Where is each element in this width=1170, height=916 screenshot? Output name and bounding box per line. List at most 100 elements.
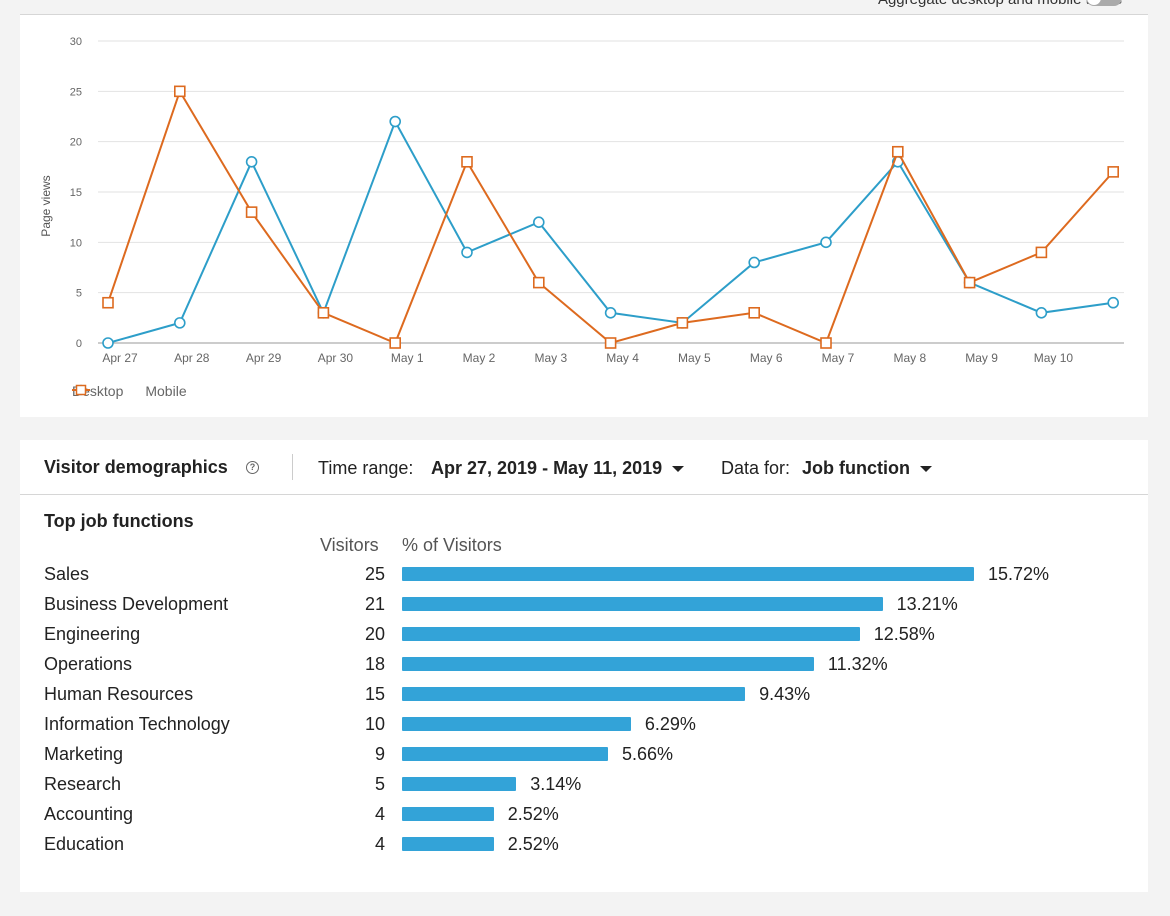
mobile-data-point — [1035, 246, 1048, 259]
desktop-data-point — [1035, 306, 1048, 319]
visitor-count: 4 — [374, 804, 385, 824]
x-tick-label: May 4 — [606, 351, 639, 365]
y-tick-label: 5 — [76, 288, 82, 300]
job-function-name: Human Resources — [44, 684, 194, 704]
x-tick-label: May 2 — [463, 351, 496, 365]
table-row: Information Technology 10 6.29% — [20, 714, 1148, 744]
table-row: Operations 18 11.32% — [20, 654, 1148, 684]
y-tick-label: 0 — [76, 338, 82, 350]
chevron-down-icon — [672, 466, 685, 473]
x-tick-label: May 9 — [965, 351, 998, 365]
top-strip: Aggregate desktop and mobile traffic — [0, 0, 1170, 14]
mobile-legend-marker — [72, 384, 90, 396]
time-range-dropdown[interactable]: Apr 27, 2019 - May 11, 2019 — [431, 458, 685, 479]
visitor-count: 21 — [364, 594, 385, 614]
percent-value: 13.21% — [896, 594, 958, 614]
job-function-name: Operations — [44, 654, 133, 674]
mobile-data-point — [963, 276, 976, 289]
percent-value: 12.58% — [873, 624, 935, 644]
job-function-name: Education — [44, 834, 125, 854]
legend-label-mobile: Mobile — [145, 383, 187, 399]
x-tick-label: May 10 — [1034, 351, 1074, 365]
mobile-data-point — [245, 206, 258, 218]
x-tick-label: Apr 30 — [318, 351, 354, 365]
percent-bar — [402, 717, 631, 731]
page-views-chart-card: 0 5 10 15 20 25 30 Page views Apr 27 Apr 28 Apr 29… — [20, 14, 1148, 417]
y-axis-label: Page views — [39, 175, 53, 236]
job-function-name: Research — [44, 774, 122, 794]
y-tick-label: 10 — [70, 237, 82, 249]
percent-value: 6.29% — [644, 714, 696, 734]
time-range-label: Time range: — [318, 458, 414, 478]
percent-bar — [402, 567, 974, 581]
desktop-data-point — [174, 317, 186, 329]
table-row: Marketing 9 5.66% — [20, 744, 1148, 774]
demographics-header: Visitor demographics ? Time range: Apr 2… — [20, 440, 1148, 495]
visitor-count: 15 — [364, 684, 385, 704]
mobile-series-line — [107, 88, 1114, 345]
visitor-count: 25 — [364, 564, 385, 584]
aggregate-traffic-label: Aggregate desktop and mobile traffic — [878, 0, 1122, 8]
visitor-count: 9 — [374, 744, 385, 764]
percent-bar — [402, 807, 494, 821]
demographics-title: Visitor demographics — [44, 457, 228, 477]
table-row: Research 5 3.14% — [20, 774, 1148, 804]
y-tick-label: 20 — [70, 137, 82, 149]
table-row: Accounting 4 2.52% — [20, 804, 1148, 834]
percent-bar — [402, 747, 608, 761]
percent-value: 2.52% — [507, 804, 559, 824]
percent-bar — [402, 687, 746, 701]
visitor-demographics-card: Visitor demographics ? Time range: Apr 2… — [20, 440, 1148, 892]
job-function-name: Accounting — [44, 804, 134, 824]
percent-bar — [402, 627, 860, 641]
percent-bar — [402, 777, 517, 791]
time-range-value: Apr 27, 2019 - May 11, 2019 — [431, 458, 663, 478]
mobile-data-point — [891, 145, 904, 158]
mobile-data-point — [532, 276, 545, 289]
desktop-data-point — [532, 216, 545, 228]
percent-bar — [402, 837, 494, 851]
mobile-data-point — [174, 85, 186, 98]
table-row: Sales 25 15.72% — [20, 564, 1148, 594]
visitor-count: 18 — [364, 654, 385, 674]
x-tick-label: May 5 — [678, 351, 711, 365]
chart-legend: Desktop Mobile — [72, 383, 187, 399]
x-tick-label: May 8 — [893, 351, 926, 365]
mobile-data-point — [604, 337, 617, 349]
chevron-down-icon — [919, 466, 932, 473]
desktop-data-point — [748, 256, 761, 269]
mobile-data-point — [389, 337, 402, 349]
desktop-data-point — [461, 246, 473, 259]
legend-item-mobile[interactable]: Mobile — [72, 383, 187, 399]
job-function-name: Marketing — [44, 744, 124, 764]
mobile-data-point — [748, 306, 761, 319]
y-tick-label: 15 — [70, 187, 82, 199]
x-tick-label: Apr 29 — [246, 351, 282, 365]
job-function-name: Engineering — [44, 624, 141, 644]
x-tick-label: May 7 — [822, 351, 855, 365]
x-tick-label: May 6 — [750, 351, 783, 365]
x-tick-label: May 3 — [534, 351, 567, 365]
desktop-data-point — [604, 306, 617, 319]
desktop-data-point — [820, 236, 832, 249]
page-views-chart: 0 5 10 15 20 25 30 Page views Apr 27 Apr 28 Apr 29… — [39, 36, 1124, 365]
question-circle-icon[interactable]: ? — [246, 461, 259, 474]
x-tick-label: Apr 27 — [102, 351, 138, 365]
data-for-dropdown[interactable]: Job function — [802, 458, 932, 479]
job-function-name: Business Development — [44, 594, 229, 614]
y-tick-label: 30 — [70, 36, 82, 48]
percent-value: 2.52% — [507, 834, 559, 854]
table-row: Business Development 21 13.21% — [20, 594, 1148, 624]
section-title: Top job functions — [44, 511, 194, 531]
mobile-data-point — [461, 156, 473, 168]
job-function-name: Information Technology — [44, 714, 230, 734]
data-for-label: Data for: — [721, 458, 791, 478]
x-tick-label: Apr 28 — [174, 351, 210, 365]
percent-value: 5.66% — [621, 744, 673, 764]
table-row: Education 4 2.52% — [20, 834, 1148, 864]
aggregate-traffic-toggle[interactable] — [1086, 0, 1122, 6]
mobile-data-point — [102, 296, 114, 309]
data-for-value: Job function — [802, 458, 910, 478]
y-tick-label: 25 — [70, 86, 82, 98]
mobile-data-point — [820, 337, 832, 349]
